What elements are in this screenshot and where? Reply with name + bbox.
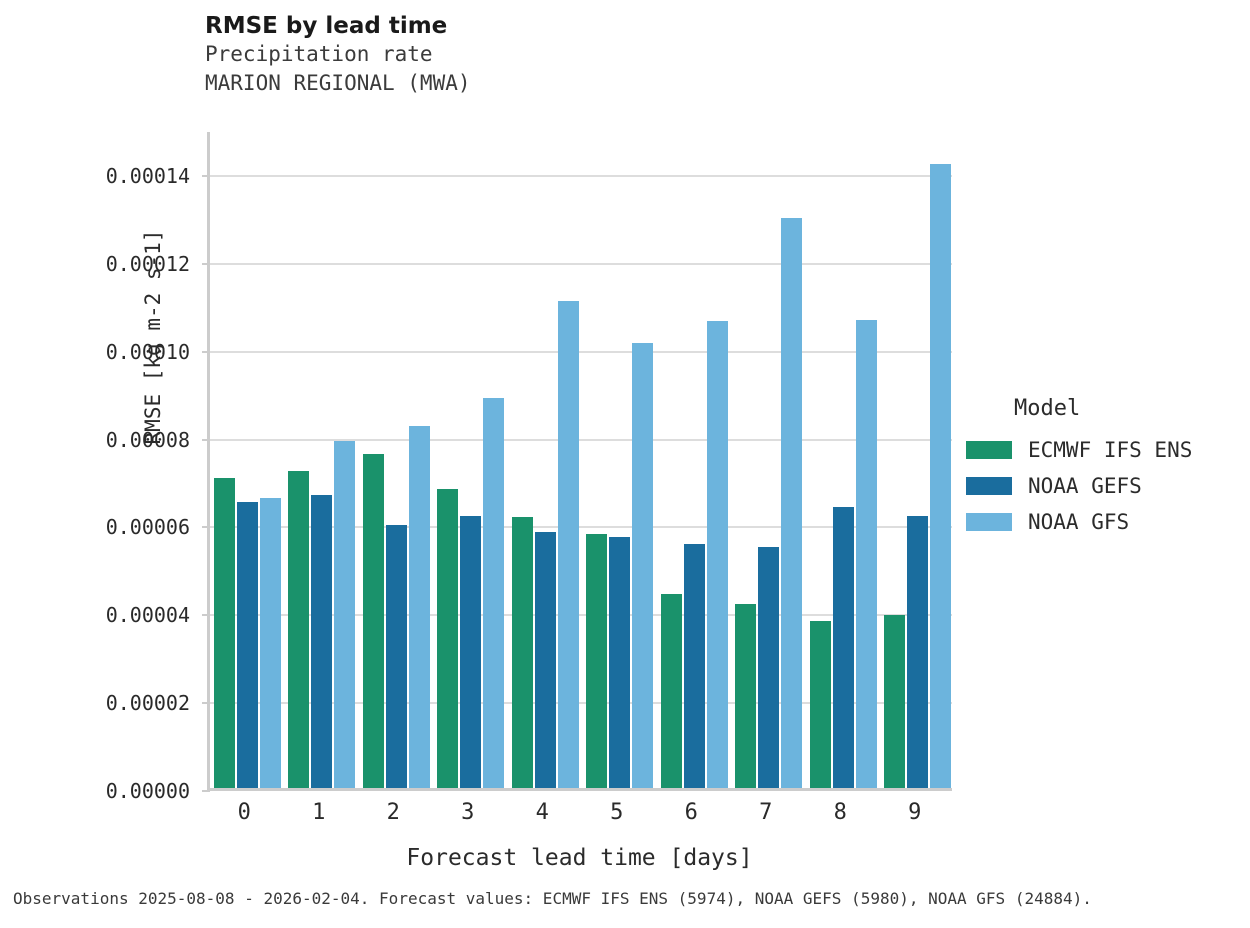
x-axis-tick-label: 6 — [684, 800, 698, 825]
y-axis-tick-label: 0.00006 — [105, 515, 190, 540]
x-axis-title: Forecast lead time [days] — [406, 845, 753, 871]
legend-item[interactable]: NOAA GEFS — [966, 468, 1246, 504]
y-axis-tick — [202, 614, 210, 617]
x-axis-tick-label: 5 — [610, 800, 624, 825]
title-block: RMSE by lead time Precipitation rate MAR… — [205, 12, 471, 98]
legend: Model ECMWF IFS ENS NOAA GEFS NOAA GFS — [966, 396, 1246, 540]
bar-group — [434, 132, 509, 788]
bar[interactable] — [809, 621, 831, 788]
bar[interactable] — [362, 454, 384, 788]
x-axis-tick-label: 9 — [908, 800, 922, 825]
y-axis-tick-label: 0.00000 — [105, 779, 190, 803]
gridline — [210, 350, 952, 353]
gridline — [210, 614, 952, 617]
bar[interactable] — [930, 163, 952, 788]
x-axis-tick-label: 7 — [759, 800, 773, 825]
bar-group — [285, 132, 360, 788]
bar-group — [806, 132, 881, 788]
bar[interactable] — [236, 501, 258, 788]
gridline — [210, 526, 952, 529]
x-axis-tick-label: 4 — [535, 800, 549, 825]
chart-caption: Observations 2025-08-08 - 2026-02-04. Fo… — [13, 889, 1092, 908]
y-axis-tick — [202, 350, 210, 353]
bar[interactable] — [660, 593, 682, 788]
x-axis-tick-label: 1 — [312, 800, 326, 825]
x-axis-tick-label: 3 — [461, 800, 475, 825]
y-axis-tick — [202, 702, 210, 705]
bar[interactable] — [781, 218, 803, 788]
y-axis-tick — [202, 526, 210, 529]
y-axis-tick-label: 0.00014 — [105, 163, 190, 188]
legend-title: Model — [1014, 396, 1081, 421]
bar-group — [583, 132, 658, 788]
legend-swatch-icon — [966, 477, 1012, 495]
y-axis-tick — [202, 262, 210, 265]
gridline — [210, 174, 952, 177]
bar[interactable] — [259, 498, 281, 788]
bar[interactable] — [832, 506, 854, 788]
bar[interactable] — [557, 300, 579, 788]
page-title: RMSE by lead time — [205, 13, 448, 39]
legend-item[interactable]: NOAA GFS — [966, 504, 1246, 540]
bar[interactable] — [483, 397, 505, 788]
bar[interactable] — [683, 543, 705, 788]
x-axis-tick-label: 0 — [237, 800, 251, 825]
chart-subtitle-station: MARION REGIONAL (MWA) — [205, 71, 471, 95]
x-axis-tick-label: 8 — [833, 800, 847, 825]
bar[interactable] — [437, 489, 459, 788]
y-axis-tick-labels: 0.00000 0.00002 0.00004 0.00006 0.00008 0.000… — [0, 132, 190, 801]
gridline — [210, 702, 952, 705]
plot-area — [202, 132, 952, 792]
legend-item-label: ECMWF IFS ENS — [1028, 438, 1193, 462]
legend-item[interactable]: ECMWF IFS ENS — [966, 432, 1246, 468]
bar-group — [657, 132, 732, 788]
bar[interactable] — [534, 531, 556, 788]
legend-item-label: NOAA GFS — [1028, 510, 1130, 534]
bar[interactable] — [706, 320, 728, 788]
bar[interactable] — [609, 536, 631, 788]
bar[interactable] — [385, 525, 407, 788]
y-axis-tick-label: 0.00012 — [105, 251, 190, 276]
bar[interactable] — [907, 516, 929, 788]
bar[interactable] — [586, 534, 608, 788]
bar-group — [732, 132, 807, 788]
y-axis-tick — [202, 438, 210, 441]
legend-swatch-icon — [966, 513, 1012, 531]
bar[interactable] — [632, 342, 654, 788]
chart-subtitle-variable: Precipitation rate — [205, 42, 433, 66]
bar[interactable] — [288, 470, 310, 788]
y-axis-tick-label: 0.00002 — [105, 691, 190, 716]
bar-group — [881, 132, 956, 788]
gridline — [210, 262, 952, 265]
y-axis-tick — [202, 790, 210, 792]
bar[interactable] — [460, 515, 482, 788]
legend-rows: ECMWF IFS ENS NOAA GEFS NOAA GFS — [966, 432, 1246, 540]
plot-inner — [202, 132, 952, 792]
legend-item-label: NOAA GEFS — [1028, 474, 1142, 498]
bar[interactable] — [855, 319, 877, 788]
bar[interactable] — [311, 494, 333, 788]
y-axis-tick-label: 0.00008 — [105, 427, 190, 452]
x-axis-tick-label: 2 — [386, 800, 400, 825]
bar[interactable] — [408, 426, 430, 788]
bar-group — [359, 132, 434, 788]
gridline — [210, 438, 952, 441]
y-axis-tick-label: 0.00010 — [105, 339, 190, 364]
bar[interactable] — [884, 615, 906, 788]
bar-group — [508, 132, 583, 788]
bar[interactable] — [511, 516, 533, 788]
y-axis-tick — [202, 174, 210, 177]
legend-swatch-icon — [966, 441, 1012, 459]
bar[interactable] — [334, 440, 356, 788]
x-axis-tick-labels: 0 1 2 3 4 5 6 7 8 9 — [207, 800, 952, 834]
bar-group — [210, 132, 285, 788]
y-axis-tick-label: 0.00004 — [105, 603, 190, 628]
bar[interactable] — [735, 603, 757, 788]
bar[interactable] — [213, 478, 235, 788]
bar[interactable] — [758, 547, 780, 788]
